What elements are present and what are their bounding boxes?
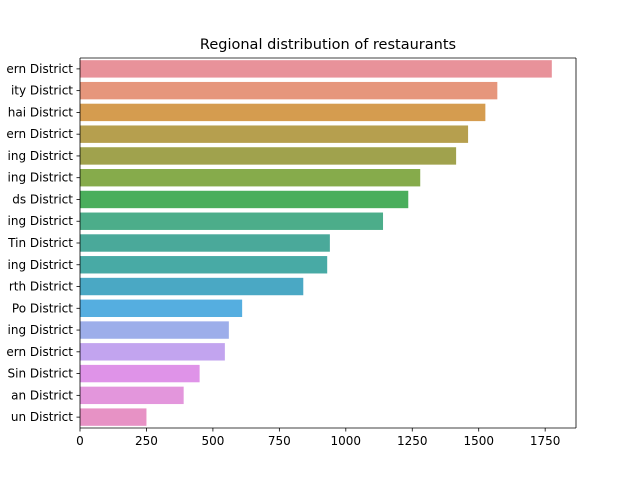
- y-tick-label: hai District: [8, 105, 74, 119]
- bar-4: [80, 125, 469, 143]
- bar-8: [80, 212, 384, 230]
- bar-7: [80, 190, 409, 209]
- y-tick-label: Sin District: [8, 367, 74, 381]
- y-tick-label: ity District: [11, 84, 73, 98]
- y-tick-label: rth District: [9, 280, 73, 294]
- bar-6: [80, 169, 421, 187]
- bar-2: [80, 81, 498, 100]
- x-tick-label: 1750: [530, 434, 561, 448]
- x-tick-label: 0: [76, 434, 84, 448]
- bar-16: [80, 386, 184, 405]
- y-tick-label: an District: [11, 388, 73, 402]
- bar-5: [80, 147, 457, 165]
- x-tick-label: 1500: [463, 434, 494, 448]
- chart-title: Regional distribution of restaurants: [200, 37, 456, 53]
- y-tick-label: ern District: [6, 345, 73, 359]
- bar-17: [80, 408, 147, 426]
- y-tick-label: Tin District: [7, 236, 73, 250]
- y-tick-label: ing District: [8, 171, 74, 185]
- bar-10: [80, 256, 328, 274]
- y-tick-label: ds District: [12, 192, 73, 206]
- bar-12: [80, 299, 243, 317]
- x-tick-label: 750: [268, 434, 291, 448]
- y-tick-label: ing District: [8, 258, 74, 272]
- bar-14: [80, 343, 225, 361]
- bar-9: [80, 234, 330, 252]
- bar-11: [80, 277, 304, 296]
- y-tick-label: ern District: [6, 62, 73, 76]
- y-tick-label: ing District: [8, 214, 74, 228]
- y-tick-label: un District: [11, 410, 73, 424]
- y-tick-label: Po District: [12, 301, 73, 315]
- bar-15: [80, 364, 200, 383]
- y-tick-label: ing District: [8, 149, 74, 163]
- x-tick-label: 500: [201, 434, 224, 448]
- x-tick-label: 250: [135, 434, 158, 448]
- x-tick-label: 1250: [397, 434, 428, 448]
- y-tick-label: ing District: [8, 323, 74, 337]
- bar-3: [80, 103, 486, 122]
- bar-13: [80, 321, 229, 339]
- y-tick-label: ern District: [6, 127, 73, 141]
- bar-1: [80, 60, 552, 78]
- x-tick-label: 1000: [331, 434, 362, 448]
